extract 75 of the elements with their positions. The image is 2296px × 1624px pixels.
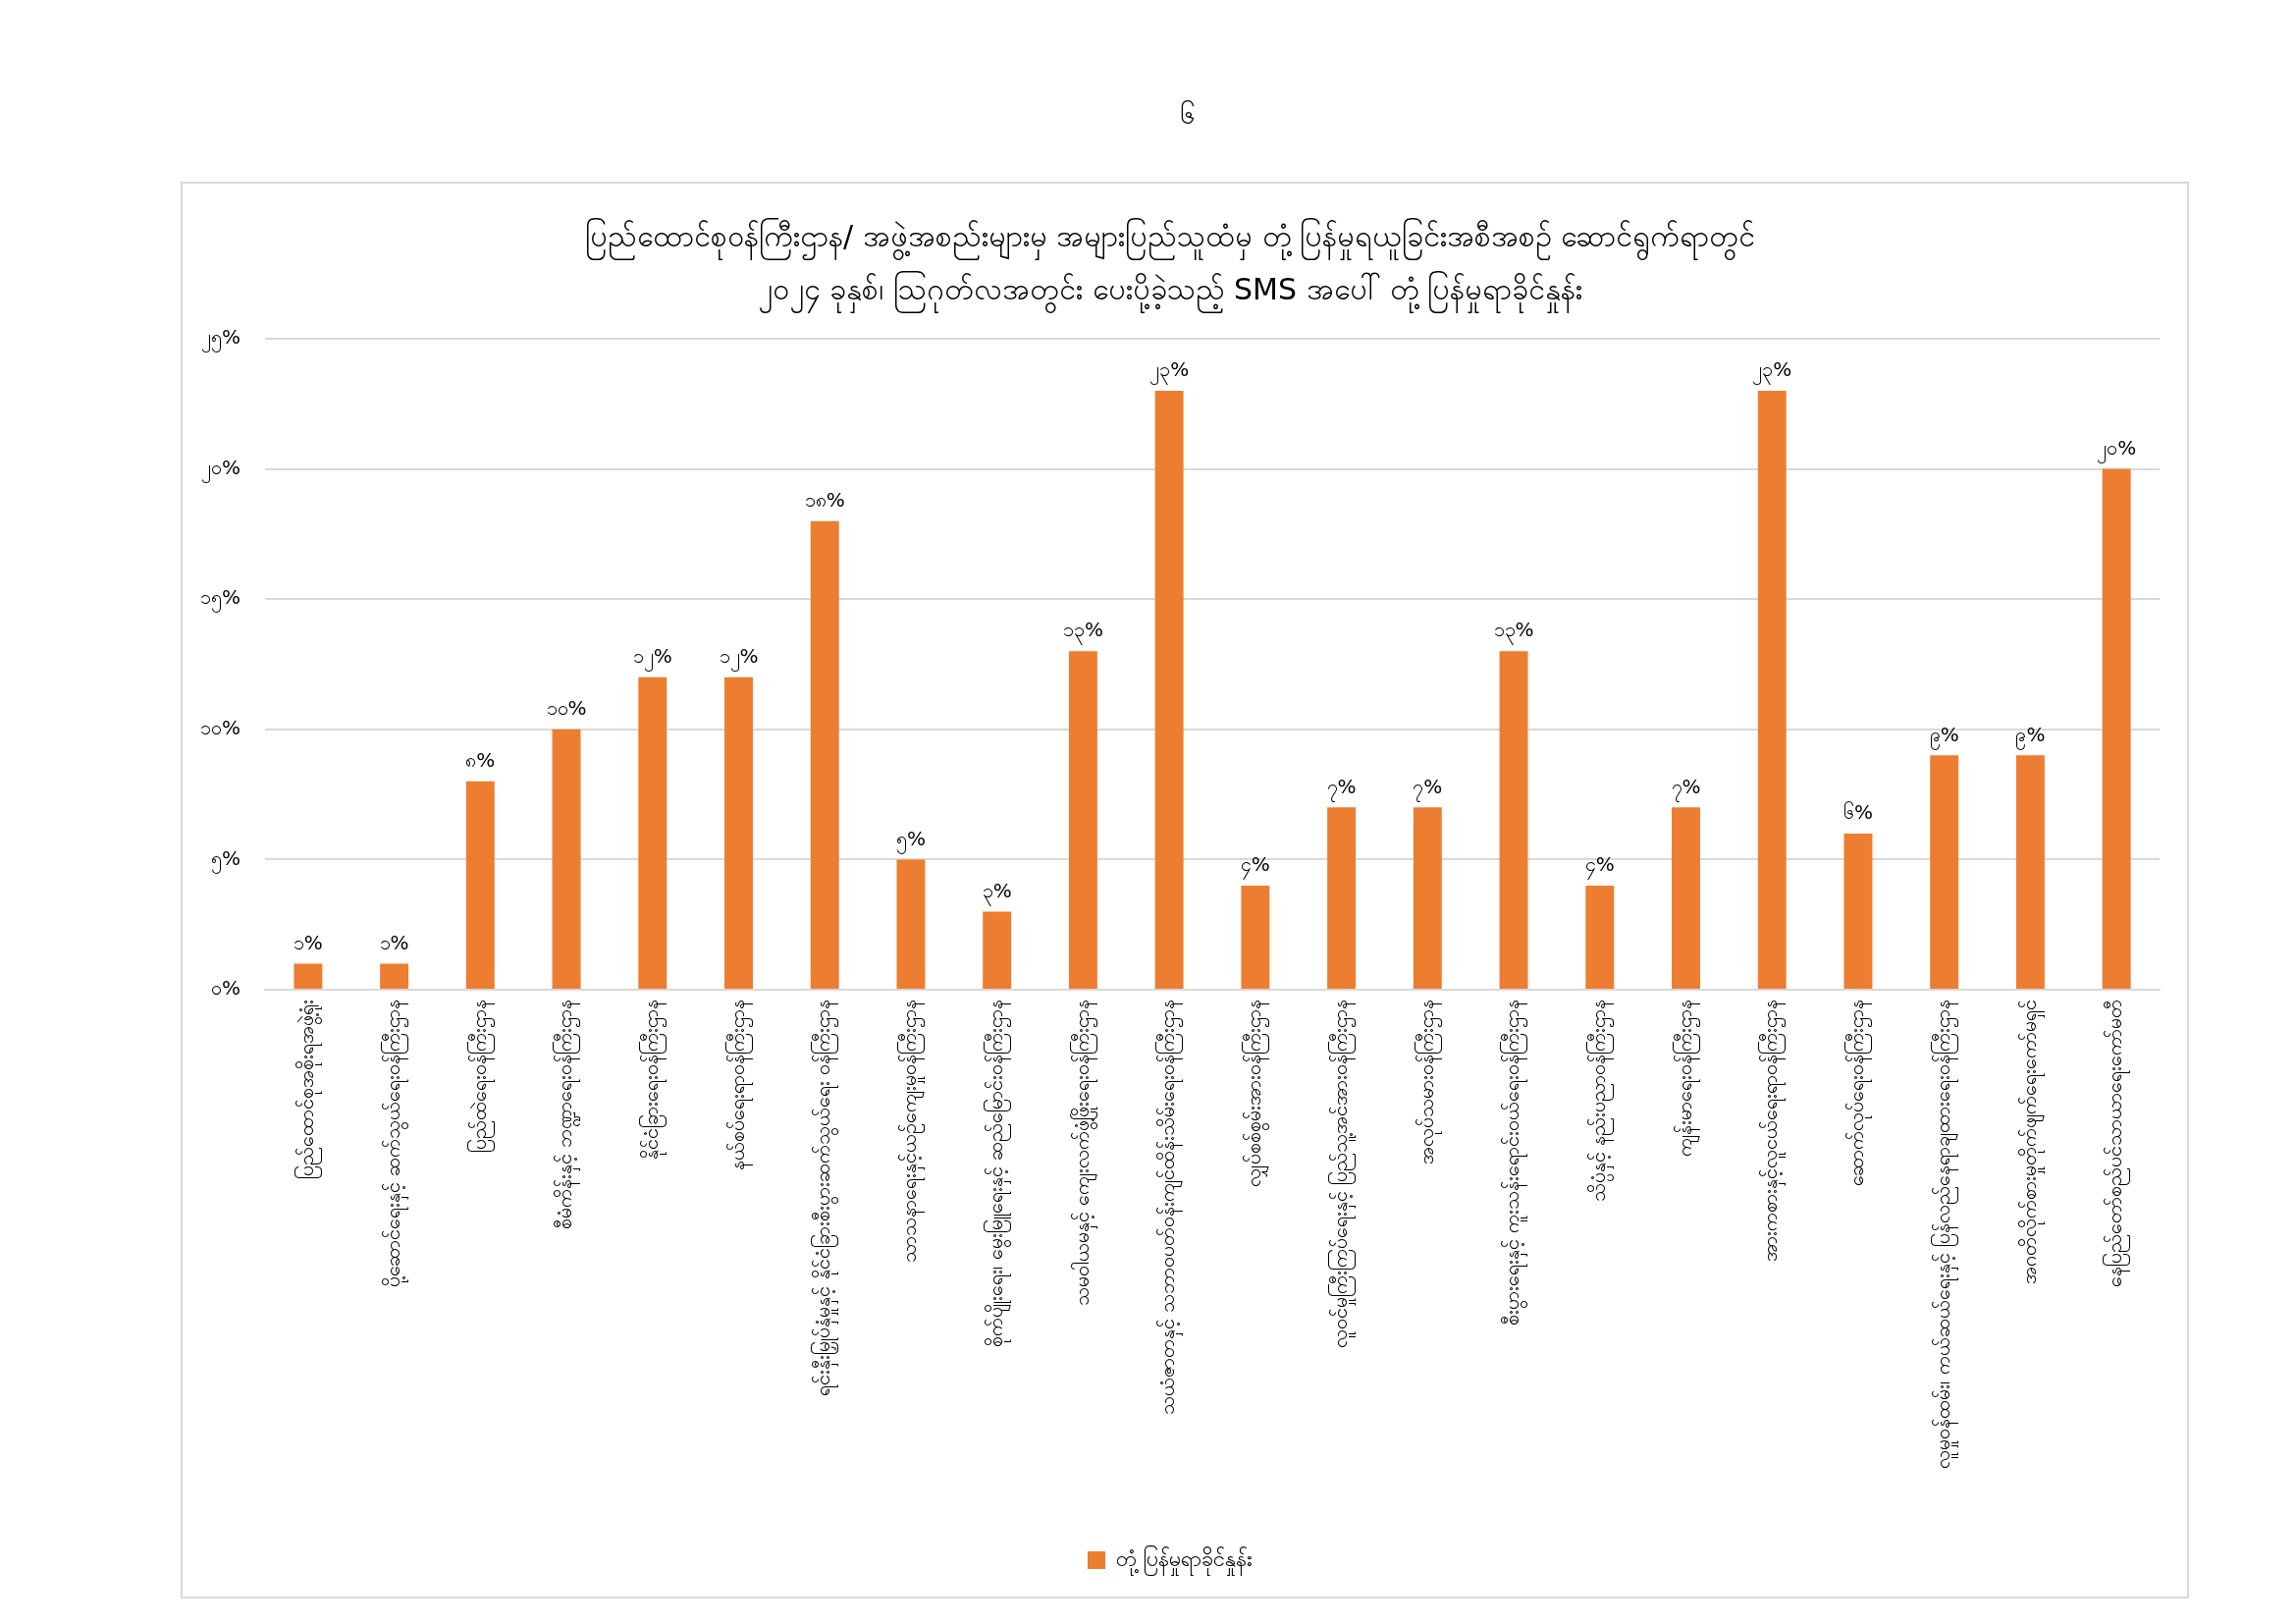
bar (2015, 755, 2045, 989)
x-tick-label: စီမံကိန်းနှင့် ဘဏ္ဍာရေးဝန်ကြီးဌာန (553, 1000, 581, 1230)
x-tick-label: သမဝါယမနှင့် ကျေးလက်ဖွံ့ဖြိုးရေးဝန်ကြီးဌာန (1069, 1000, 1097, 1307)
x-tick-label: လျှပ်စစ်စွမ်းအားဝန်ကြီးဌာန (1242, 1000, 1270, 1187)
data-label: ၈% (465, 748, 496, 773)
x-tick-label: နိုင်ငံခြားရေးဝန်ကြီးဌာန (638, 1000, 667, 1160)
bar (1930, 755, 1959, 989)
data-label: ၇% (1413, 774, 1443, 802)
bar (552, 729, 581, 989)
y-tick-label: ၂၀% (200, 455, 240, 483)
data-label: ၁၂% (632, 643, 672, 672)
data-label: ၉% (2015, 722, 2046, 750)
bar (1068, 651, 1097, 989)
x-tick-label: စီးပွားရေးနှင့် ကူးသန်းရောင်းဝယ်ရေးဝန်ကြီးဌာန (1500, 1000, 1528, 1326)
bar (1154, 391, 1184, 989)
data-label: ၁၂% (719, 643, 759, 672)
x-tick-label: ကျန်းမာရေးဝန်ကြီးဌာန (1672, 1000, 1700, 1157)
bar (896, 859, 926, 989)
x-tick-label: သာသနာရေးနှင့်ယဉ်ကျေးမှုဝန်ကြီးဌာန (897, 1000, 926, 1263)
bar (1499, 651, 1528, 989)
x-tick-label: နယ်စပ်ရေးရာဝန်ကြီးဌာန (724, 1000, 753, 1170)
y-tick-label: ၀% (210, 976, 240, 1001)
x-tick-label: လူဝင်မှုကြီးကြပ်ရေးနှင့် ပြည်သူ့အင်အားဝန်ကြီးဌာန (1327, 1000, 1356, 1349)
data-label: ၆% (1842, 800, 1873, 825)
bar (810, 520, 839, 989)
bar (2102, 468, 2131, 989)
bar (1757, 391, 1787, 989)
x-tick-label: လူမှုဝန်ထမ်း၊ ကယ်ဆယ်ရေးနှင့် ပြန်လည်နေရာချထားရေးဝန်ကြီးဌာန (1930, 1000, 1958, 1469)
x-tick-label: သိပ္ပံနှင့် နည်းပညာဝန်ကြီးဌာန (1585, 1000, 1614, 1203)
x-tick-label: နေပြည်တော်စည်ပင်သာယာရေးကော်မတီ (2103, 1000, 2131, 1287)
data-label: ၂၃% (1149, 357, 1190, 386)
bar (1327, 807, 1357, 989)
x-tick-label: အားကစားနှင့်လူငယ်ရေးရာဝန်ကြီးဌာန (1758, 1000, 1787, 1262)
x-tick-label: စိုက်ပျိုးရေး၊ မွေးမြူရေးနှင့် ဆည်မြောင်းဝန်ကြီးဌာန (983, 1000, 1011, 1347)
x-tick-label: အလုပ်သမားဝန်ကြီးဌာန (1414, 1000, 1442, 1164)
y-tick-label: ၂၅% (200, 325, 240, 353)
bar (1843, 833, 1873, 989)
x-tick-label: သယံဇာတနှင့် သဘာဝပတ်ဝန်းကျင်ထိန်းသိမ်းရေးဝန်ကြီးဌာန (1155, 1000, 1184, 1416)
bar (1585, 885, 1615, 989)
legend-label: တုံ့ပြန်မှုရာခိုင်နှုန်း (1116, 1544, 1253, 1576)
bar (638, 677, 667, 989)
y-tick-label: ၁၅% (199, 585, 240, 614)
bar (465, 781, 495, 989)
bar (1672, 807, 1700, 989)
data-label: ၅% (895, 826, 926, 854)
data-label: ၄% (1584, 852, 1615, 881)
x-tick-label: ပြည်ထောင်စုအစိုးရအဖွဲ့ရုံး (294, 1000, 323, 1179)
data-label: ၃% (982, 878, 1012, 906)
x-tick-label: ဆောက်လုပ်ရေးဝန်ကြီးဌာန (1844, 1000, 1873, 1186)
y-tick-label: ၅% (210, 845, 240, 874)
data-label: ၇% (1326, 774, 1357, 802)
data-label: ၉% (1929, 722, 1959, 750)
data-label: ၁၈% (804, 487, 845, 512)
data-label: ၁၃% (1493, 618, 1534, 646)
bar (380, 963, 409, 989)
data-label: ၁% (293, 930, 323, 954)
text: ၆ (1179, 99, 1196, 132)
bar (294, 963, 323, 989)
data-label: ၂၃% (1752, 357, 1792, 386)
x-tick-label: ပြည်ထဲရေးဝန်ကြီးဌာန (466, 1000, 495, 1153)
data-label: ၄% (1240, 852, 1270, 881)
chart-title: ပြည်ထောင်စုဝန်ကြီးဌာန/ အဖွဲ့အစည်းများမှ အများပြည်သူထံမှ တုံ့ပြန်မှုရယူခြင်းအစီအစဉ် ဆောင်ရွက်ရာတွင် ၂၀၂၄ ခုနှစ်၊ ဩဂုတ်လအတွင်း ပေးပို့ခဲ့သည့် SMS အပေါ် တုံ့ပြန်မှုရာခိုင်နှုန်း (584, 217, 1756, 313)
bar (983, 911, 1012, 989)
bar (724, 677, 753, 989)
bar (1413, 807, 1442, 989)
data-label: ၇% (1671, 774, 1701, 802)
x-tick-label: အဂတိလိုက်စားမှုတိုက်ဖျက်ရေးကော်မရှင် (2016, 1000, 2045, 1284)
y-tick-label: ၁၀% (199, 716, 240, 739)
data-label: ၂၀% (2097, 435, 2137, 463)
x-tick-label: ရင်းနှီးမြှုပ်နှံမှုနှင့် နိုင်ငံခြားစီးပွားဆက်သွယ်ရေး ဝန်ကြီးဌာန (811, 1000, 839, 1396)
data-label: ၁% (379, 930, 409, 954)
data-label: ၁၀% (546, 696, 587, 720)
bar (1241, 885, 1270, 989)
data-label: ၁၃% (1062, 618, 1103, 646)
x-tick-label: ပို့ဆောင်ရေးနှင့် ဆက်သွယ်ရေးဝန်ကြီးဌာန (380, 1000, 408, 1288)
